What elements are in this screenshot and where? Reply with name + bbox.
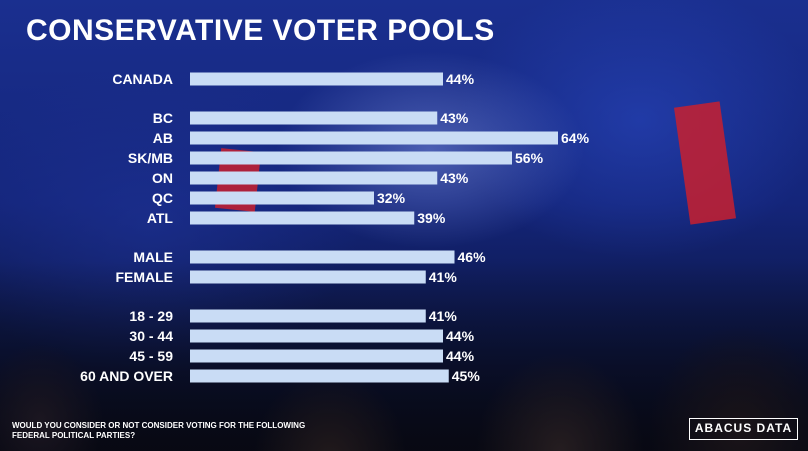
bar-18-29: [190, 309, 426, 323]
value-label-60-and-over: 45%: [452, 368, 481, 384]
value-label-on: 43%: [440, 170, 469, 186]
category-label-canada: CANADA: [112, 71, 173, 87]
value-label-male: 46%: [458, 249, 487, 265]
bar-60-and-over: [190, 369, 449, 383]
bar-male: [190, 250, 455, 264]
survey-question-footnote: WOULD YOU CONSIDER OR NOT CONSIDER VOTIN…: [12, 421, 306, 440]
category-label-on: ON: [152, 170, 173, 186]
bar-canada: [190, 72, 443, 86]
category-label-bc: BC: [153, 110, 173, 126]
category-label-atl: ATL: [147, 210, 174, 226]
bar-sk-mb: [190, 151, 512, 165]
value-label-bc: 43%: [440, 110, 469, 126]
bar-45-59: [190, 349, 443, 363]
category-label-45-59: 45 - 59: [129, 348, 173, 364]
bar-bc: [190, 111, 438, 125]
value-label-18-29: 41%: [429, 308, 458, 324]
category-label-18-29: 18 - 29: [129, 308, 173, 324]
value-label-30-44: 44%: [446, 328, 475, 344]
category-label-60-and-over: 60 AND OVER: [80, 368, 173, 384]
bar-on: [190, 171, 438, 185]
value-label-sk-mb: 56%: [515, 150, 544, 166]
category-label-ab: AB: [153, 130, 173, 146]
value-label-canada: 44%: [446, 71, 475, 87]
bar-female: [190, 270, 426, 284]
bar-30-44: [190, 329, 443, 343]
category-label-qc: QC: [152, 190, 173, 206]
category-label-male: MALE: [133, 249, 173, 265]
bar-qc: [190, 191, 374, 205]
value-label-45-59: 44%: [446, 348, 475, 364]
abacus-data-logo: ABACUS DATA: [689, 418, 798, 440]
value-label-atl: 39%: [417, 210, 446, 226]
chart-title: CONSERVATIVE VOTER POOLS: [26, 14, 495, 47]
bar-atl: [190, 211, 415, 225]
value-label-female: 41%: [429, 269, 458, 285]
category-label-sk-mb: SK/MB: [128, 150, 173, 166]
bar-ab: [190, 131, 558, 145]
value-label-ab: 64%: [561, 130, 590, 146]
category-label-female: FEMALE: [115, 269, 173, 285]
value-label-qc: 32%: [377, 190, 406, 206]
category-label-30-44: 30 - 44: [129, 328, 173, 344]
